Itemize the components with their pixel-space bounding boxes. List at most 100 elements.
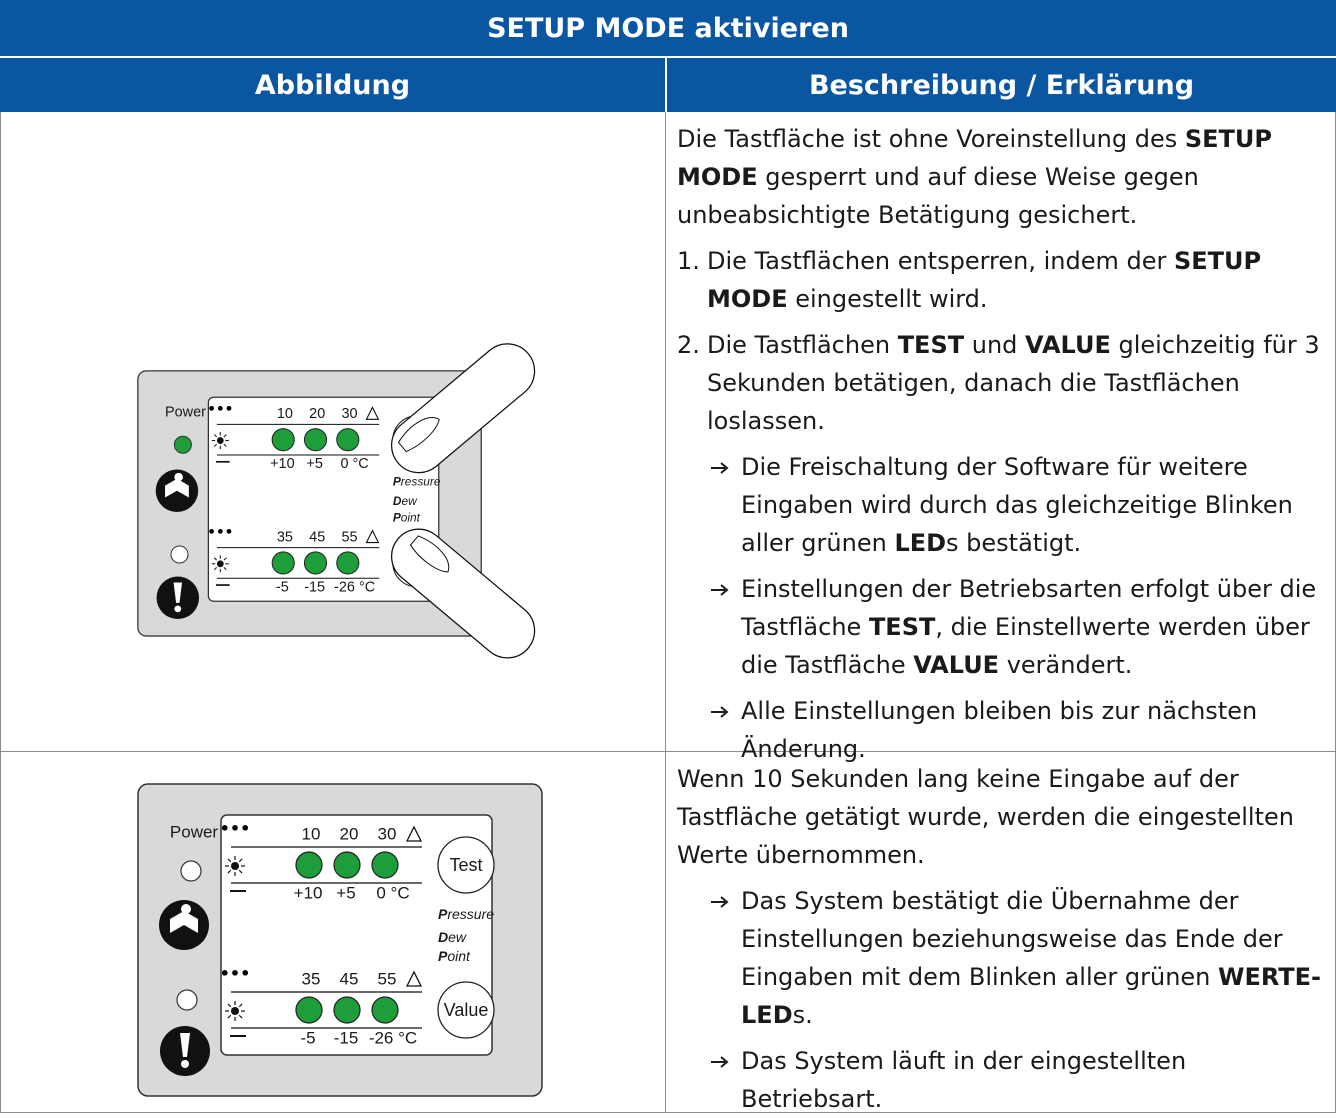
scale-label: 10 <box>301 824 321 844</box>
led <box>271 428 295 452</box>
delta-icon <box>405 970 423 987</box>
dew-point-label: Dew <box>438 929 467 945</box>
power-label: Power <box>169 822 219 842</box>
value-label: -5 <box>275 578 289 595</box>
sun-icon <box>231 862 239 870</box>
sun-ray <box>223 557 227 561</box>
power-label: Power <box>164 403 206 420</box>
power-led <box>173 435 192 454</box>
reader-head <box>174 472 183 482</box>
result-text: Das System läuft in der eingestellten Be… <box>741 1042 1323 1118</box>
sun-icon <box>231 1007 239 1015</box>
bold-text: LED <box>894 529 947 557</box>
panel-graphic: ••• ••• <box>137 783 543 1097</box>
sun-ray <box>227 869 232 874</box>
step-text: Die Tastflächen entsperren, indem der SE… <box>707 242 1323 318</box>
led <box>333 996 361 1024</box>
bold-text: SETUP MODE <box>677 125 1272 191</box>
finger <box>390 343 536 474</box>
dew-point-label: Pressure <box>392 474 441 489</box>
reader-head <box>181 904 191 914</box>
bold-text: TEST <box>897 331 965 359</box>
exclamation-dot <box>174 605 182 613</box>
step-number: 2. <box>677 331 700 359</box>
result-text: Alle Einstellungen bleiben bis zur nächs… <box>741 692 1323 768</box>
value-label: -26 °C <box>334 578 376 595</box>
scale-label: 45 <box>309 528 326 545</box>
value-label: -5 <box>300 1028 316 1048</box>
value-label: 0 °C <box>340 455 369 472</box>
exclamation-dot <box>181 1060 189 1068</box>
dots: ••• <box>220 964 251 983</box>
arrow <box>711 896 729 908</box>
scale-label: 35 <box>301 969 321 989</box>
text-run: eingestellt wird. <box>787 285 988 313</box>
step: 2. Die Tastflächen TEST und VALUE gleichz… <box>677 326 1323 440</box>
sun-ray <box>227 858 232 863</box>
text-run: Die Tastflächen <box>707 331 898 359</box>
scale-label: 55 <box>377 969 397 989</box>
sun-ray <box>238 1014 243 1019</box>
power-led <box>180 860 202 882</box>
text-run: verändert. <box>999 651 1133 679</box>
delta-icon <box>365 529 380 544</box>
dots: ••• <box>207 525 233 541</box>
text-run: Das System bestätigt die Übernahme der E… <box>741 887 1283 991</box>
led <box>295 851 323 879</box>
result: Alle Einstellungen bleiben bis zur nächs… <box>707 692 1323 768</box>
scale-label: 45 <box>339 969 359 989</box>
result-text: Einstellungen der Betriebsarten erfolgt … <box>741 570 1323 684</box>
text-run: gesperrt und auf diese Weise gegen unbea… <box>677 163 1199 229</box>
value-label: +5 <box>306 455 323 472</box>
led <box>333 851 361 879</box>
step-text: Die Tastflächen TEST und VALUE gleichzei… <box>707 326 1323 440</box>
finger <box>390 528 536 659</box>
scale-label: 35 <box>276 528 293 545</box>
text-run: Alle Einstellungen bleiben bis zur nächs… <box>741 697 1258 763</box>
arrow-icon <box>711 584 729 596</box>
alarm-led <box>170 545 189 564</box>
value-label: -15 <box>304 578 326 595</box>
text-run: Wenn 10 Sekunden lang keine Eingabe auf … <box>677 765 1294 869</box>
fingernail <box>397 417 440 453</box>
separator <box>665 58 667 112</box>
arrow-icon <box>711 896 729 908</box>
sun-ray <box>213 557 218 561</box>
text-run: Das System läuft in der eingestellten Be… <box>741 1047 1187 1113</box>
button-label: Test <box>449 855 483 875</box>
step-number: 1. <box>677 247 700 275</box>
scale-label: 30 <box>341 405 358 422</box>
text-run: und <box>964 331 1026 359</box>
description-cell: Wenn 10 Sekunden lang keine Eingabe auf … <box>665 752 1336 1113</box>
table-title: SETUP MODE aktivieren <box>0 0 1336 56</box>
bold-text: SETUP MODE <box>707 247 1262 313</box>
text-run: Die Tastflächen entsperren, indem der <box>707 247 1174 275</box>
bold-text: VALUE <box>913 651 1000 679</box>
finger-shape <box>390 343 536 474</box>
result: Das System bestätigt die Übernahme der E… <box>707 882 1323 1034</box>
sun-ray <box>213 567 218 571</box>
exclamation <box>173 582 183 603</box>
display-area <box>207 396 440 602</box>
button <box>437 981 495 1039</box>
dots: ••• <box>220 819 251 838</box>
text-run: Die Tastfläche ist ohne Voreinstellung d… <box>677 125 1185 153</box>
text-run: gleichzeitig für 3 Sekunden betätigen, d… <box>707 331 1320 435</box>
value-label: +10 <box>270 455 295 472</box>
bold-text: WERTE-LED <box>741 963 1322 1029</box>
dew-point-label: Pressure <box>438 906 495 922</box>
step: 1. Die Tastflächen entsperren, indem der … <box>677 242 1323 318</box>
book <box>165 478 189 498</box>
sun-ray <box>238 1003 243 1008</box>
led <box>371 996 399 1024</box>
led <box>295 996 323 1024</box>
text-run: s. <box>792 1001 813 1029</box>
value-label: -26 °C <box>368 1028 418 1048</box>
finger-shape <box>390 528 536 659</box>
led <box>303 551 328 575</box>
button <box>437 836 495 894</box>
bold-text: VALUE <box>1025 331 1111 359</box>
